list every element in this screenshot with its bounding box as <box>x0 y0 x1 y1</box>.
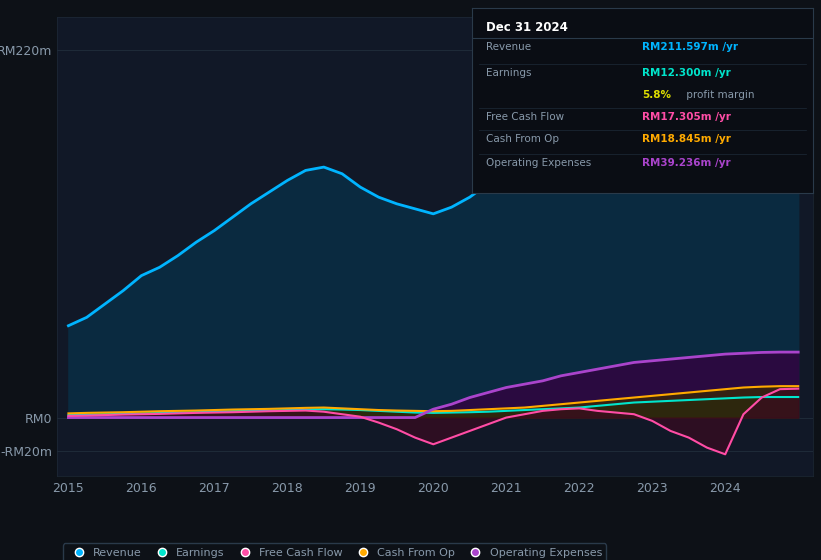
Text: Cash From Op: Cash From Op <box>486 134 559 144</box>
Text: Operating Expenses: Operating Expenses <box>486 158 591 168</box>
Text: RM211.597m /yr: RM211.597m /yr <box>643 41 738 52</box>
Text: Earnings: Earnings <box>486 68 531 77</box>
Text: RM18.845m /yr: RM18.845m /yr <box>643 134 732 144</box>
Text: 5.8%: 5.8% <box>643 90 672 100</box>
Text: Revenue: Revenue <box>486 41 531 52</box>
Text: RM39.236m /yr: RM39.236m /yr <box>643 158 731 168</box>
Text: RM17.305m /yr: RM17.305m /yr <box>643 112 732 122</box>
Text: profit margin: profit margin <box>683 90 754 100</box>
Text: Dec 31 2024: Dec 31 2024 <box>486 21 567 34</box>
Text: RM12.300m /yr: RM12.300m /yr <box>643 68 732 77</box>
Legend: Revenue, Earnings, Free Cash Flow, Cash From Op, Operating Expenses: Revenue, Earnings, Free Cash Flow, Cash … <box>63 543 607 560</box>
Text: Free Cash Flow: Free Cash Flow <box>486 112 564 122</box>
